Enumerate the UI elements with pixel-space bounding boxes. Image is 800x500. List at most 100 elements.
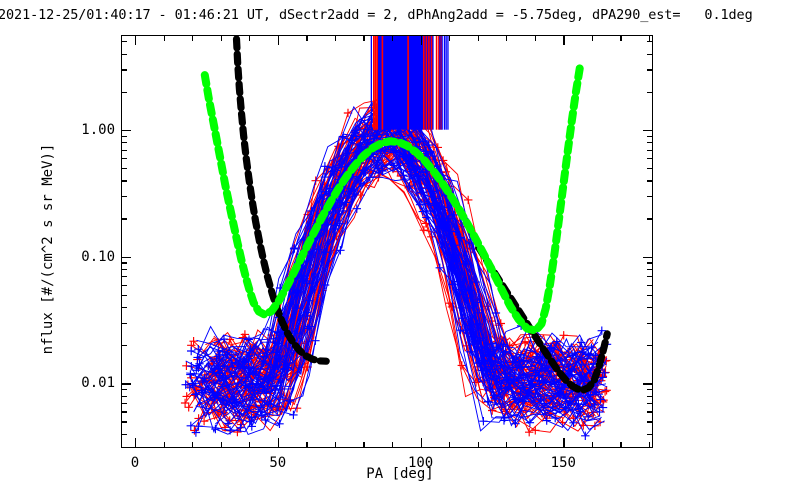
y-minor-tick-right bbox=[647, 168, 652, 170]
y-minor-tick-right bbox=[647, 196, 652, 198]
y-minor-tick-right bbox=[647, 433, 652, 435]
x-minor-tick-top bbox=[534, 36, 537, 41]
x-minor-tick-top bbox=[392, 36, 394, 41]
y-minor-tick-right bbox=[647, 284, 652, 286]
x-minor-tick-top bbox=[449, 36, 451, 41]
y-major-tick bbox=[122, 256, 131, 258]
x-minor-tick bbox=[649, 442, 651, 447]
y-minor-tick bbox=[122, 180, 127, 182]
x-minor-tick bbox=[506, 442, 508, 447]
y-minor-tick bbox=[122, 307, 127, 309]
y-minor-tick bbox=[122, 433, 127, 435]
x-minor-tick-top bbox=[363, 36, 365, 41]
y-minor-tick-right bbox=[647, 69, 652, 71]
y-minor-tick-right bbox=[647, 135, 652, 137]
x-tick-label: 100 bbox=[407, 455, 434, 471]
y-minor-tick-right bbox=[647, 389, 652, 391]
x-minor-tick bbox=[620, 442, 622, 447]
y-minor-tick-right bbox=[647, 411, 652, 413]
x-minor-tick-top bbox=[334, 36, 337, 41]
x-minor-tick bbox=[449, 442, 451, 447]
y-minor-tick-right bbox=[647, 345, 652, 347]
y-minor-tick bbox=[122, 157, 127, 160]
y-minor-tick bbox=[122, 69, 127, 71]
x-major-tick-top bbox=[563, 36, 565, 45]
y-minor-tick-right bbox=[647, 91, 652, 93]
y-minor-tick bbox=[122, 149, 127, 151]
y-minor-tick-right bbox=[647, 395, 652, 397]
y-minor-tick bbox=[122, 268, 127, 271]
y-minor-tick bbox=[122, 284, 127, 286]
y-axis-title: nflux [#/(cm^2 s sr MeV)] bbox=[40, 143, 56, 355]
y-minor-tick-right bbox=[647, 142, 652, 144]
y-major-tick-right bbox=[643, 129, 652, 132]
y-minor-tick bbox=[122, 142, 127, 144]
y-minor-tick-right bbox=[647, 322, 652, 325]
plot-frame bbox=[121, 35, 653, 448]
y-minor-tick bbox=[122, 91, 127, 93]
x-minor-tick-top bbox=[620, 36, 622, 41]
y-minor-tick-right bbox=[647, 41, 652, 43]
x-major-tick bbox=[135, 438, 137, 447]
x-axis-title: PA [deg] bbox=[366, 466, 434, 482]
x-major-tick bbox=[420, 438, 422, 447]
y-minor-tick bbox=[122, 402, 127, 405]
x-major-tick-top bbox=[420, 36, 422, 45]
y-major-tick bbox=[122, 129, 131, 132]
y-minor-tick-right bbox=[647, 262, 652, 264]
plot-title: 2021-12-25/01:40:17 - 01:46:21 UT, dSect… bbox=[0, 7, 753, 23]
x-minor-tick-top bbox=[163, 36, 165, 41]
x-major-tick bbox=[563, 438, 565, 447]
y-major-tick bbox=[122, 383, 131, 385]
x-minor-tick bbox=[192, 442, 194, 447]
y-minor-tick bbox=[122, 262, 127, 264]
x-minor-tick bbox=[163, 442, 165, 447]
y-minor-tick bbox=[122, 196, 127, 198]
x-tick-label: 0 bbox=[130, 455, 140, 471]
x-minor-tick bbox=[334, 442, 337, 447]
y-minor-tick bbox=[122, 135, 127, 137]
y-minor-tick-right bbox=[647, 294, 652, 296]
y-minor-tick bbox=[122, 421, 127, 423]
y-minor-tick-right bbox=[647, 180, 652, 182]
x-minor-tick bbox=[392, 442, 394, 447]
y-minor-tick-right bbox=[647, 421, 652, 423]
y-tick-label: 0.10 bbox=[81, 248, 115, 265]
x-minor-tick-top bbox=[306, 36, 308, 41]
y-tick-label: 0.01 bbox=[81, 375, 115, 392]
x-tick-label: 50 bbox=[269, 455, 287, 471]
y-minor-tick bbox=[122, 294, 127, 296]
y-minor-tick-right bbox=[647, 218, 652, 220]
x-minor-tick bbox=[363, 442, 365, 447]
x-minor-tick-top bbox=[477, 36, 479, 41]
x-minor-tick bbox=[477, 442, 479, 447]
y-minor-tick-right bbox=[647, 53, 652, 55]
y-minor-tick bbox=[122, 345, 127, 347]
x-minor-tick-top bbox=[506, 36, 508, 41]
x-minor-tick bbox=[534, 442, 537, 447]
x-minor-tick-top bbox=[192, 36, 194, 41]
y-major-tick-right bbox=[643, 383, 652, 385]
x-tick-label: 150 bbox=[550, 455, 576, 471]
y-minor-tick bbox=[122, 395, 127, 397]
y-minor-tick bbox=[122, 168, 127, 170]
y-minor-tick bbox=[122, 411, 127, 413]
x-major-tick bbox=[277, 438, 280, 447]
y-minor-tick bbox=[122, 276, 127, 278]
y-tick-label: 1.00 bbox=[81, 121, 115, 138]
plot-canvas bbox=[122, 36, 652, 447]
y-minor-tick-right bbox=[647, 157, 652, 160]
x-major-tick-top bbox=[277, 36, 280, 45]
y-minor-tick-right bbox=[647, 276, 652, 278]
plot-drawing-area bbox=[180, 36, 612, 440]
x-major-tick-top bbox=[135, 36, 137, 45]
y-minor-tick bbox=[122, 41, 127, 43]
y-minor-tick bbox=[122, 218, 127, 220]
x-minor-tick bbox=[249, 442, 251, 447]
y-minor-tick-right bbox=[647, 149, 652, 151]
x-minor-tick-top bbox=[249, 36, 251, 41]
x-minor-tick-top bbox=[649, 36, 651, 41]
y-minor-tick bbox=[122, 53, 127, 55]
x-minor-tick bbox=[591, 442, 594, 447]
